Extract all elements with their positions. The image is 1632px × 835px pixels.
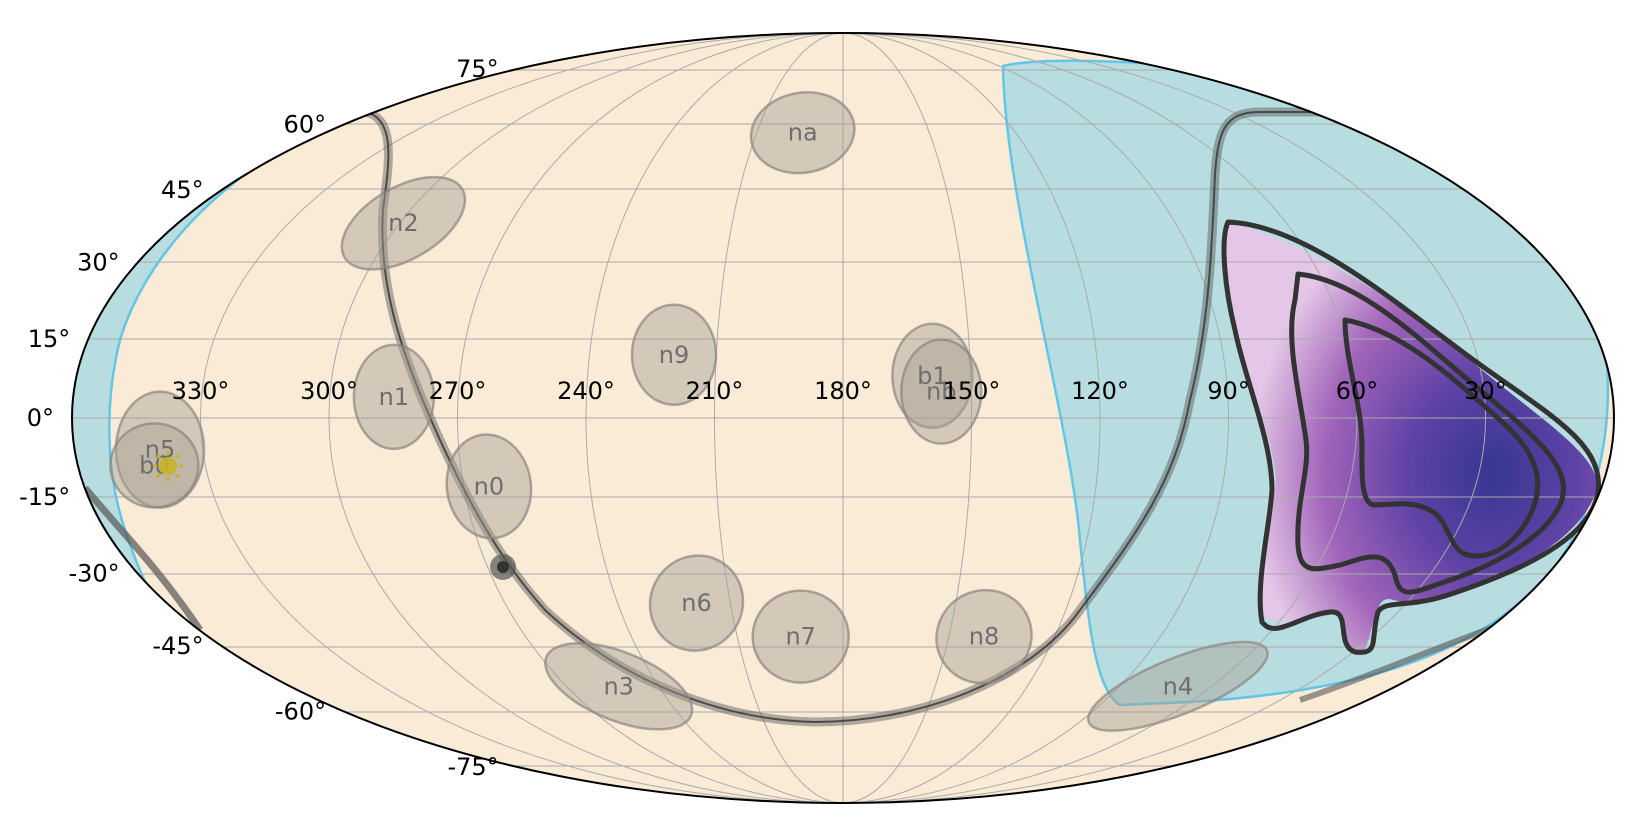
detector-n3-fov <box>544 642 694 731</box>
detector-n3-label: n3 <box>603 672 633 700</box>
sky-outline <box>71 32 1615 804</box>
detector-n6-fov <box>648 554 745 652</box>
detector-n6-label: n6 <box>681 589 711 617</box>
detector-n7-label: n7 <box>785 623 815 651</box>
longitude-tick-labels: 330° 300° 270° 240° 210° 180° 150° 120° 90° 60° 30… <box>172 377 1507 405</box>
sun-marker <box>153 451 183 481</box>
latitude-tick-labels: 75° 60° 45° 30° 15° 0° -15° -30° -45° -60° -75° <box>19 55 499 781</box>
lat-tick-label: -75° <box>447 753 498 781</box>
lon-tick-label: 270° <box>429 377 487 405</box>
lat-tick-label: 60° <box>284 111 327 139</box>
lat-tick-label: -15° <box>19 483 70 511</box>
lat-tick-label: -45° <box>152 632 203 660</box>
detector-n9-fov <box>630 303 718 407</box>
detector-n2-fov <box>340 175 467 271</box>
galactic-plane-right-segment <box>1299 622 1502 703</box>
lon-tick-label: 90° <box>1207 377 1250 405</box>
detector-n0-fov <box>445 433 533 540</box>
galactic-plane-left-segment <box>82 485 203 632</box>
lon-tick-label: 330° <box>172 377 230 405</box>
detector-n0-label: n0 <box>474 472 504 500</box>
detector-na-fov <box>749 91 856 175</box>
lat-tick-label: -30° <box>68 560 119 588</box>
localization-contours <box>1221 219 1601 655</box>
detector-na-label: na <box>788 119 818 147</box>
detector-n1-fov <box>352 343 436 451</box>
detector-b1-label: b1 <box>917 362 948 390</box>
lat-tick-label: 0° <box>27 404 54 432</box>
lat-tick-label: 30° <box>77 249 120 277</box>
lat-tick-label: 15° <box>28 325 71 353</box>
lon-tick-label: 30° <box>1464 377 1507 405</box>
detector-n9-label: n9 <box>659 341 689 369</box>
lon-tick-label: 240° <box>557 377 615 405</box>
lon-tick-label: 60° <box>1336 377 1379 405</box>
detector-n4-fov <box>1087 640 1269 732</box>
lat-tick-label: 45° <box>161 176 204 204</box>
detector-b1-fov <box>891 322 974 430</box>
contour-middle <box>1289 271 1566 595</box>
detector-n8-label: n8 <box>969 623 999 651</box>
detector-n8-fov <box>935 588 1033 685</box>
lon-tick-label: 300° <box>300 377 358 405</box>
detector-nb-fov <box>900 338 983 445</box>
lat-tick-label: 75° <box>456 55 499 83</box>
lon-tick-label: 210° <box>686 377 744 405</box>
detector-n2-label: n2 <box>388 209 418 237</box>
lon-tick-label: 180° <box>814 377 872 405</box>
contour-inner <box>1342 317 1541 559</box>
lon-tick-label: 120° <box>1071 377 1129 405</box>
lon-tick-label: 150° <box>943 377 1001 405</box>
contour-outer <box>1221 219 1601 655</box>
lat-tick-label: -60° <box>275 698 326 726</box>
detector-n1-label: n1 <box>379 383 409 411</box>
detector-n7-fov <box>751 589 850 684</box>
detector-nb-label: nb <box>926 378 956 406</box>
detector-n4-label: n4 <box>1163 672 1193 700</box>
